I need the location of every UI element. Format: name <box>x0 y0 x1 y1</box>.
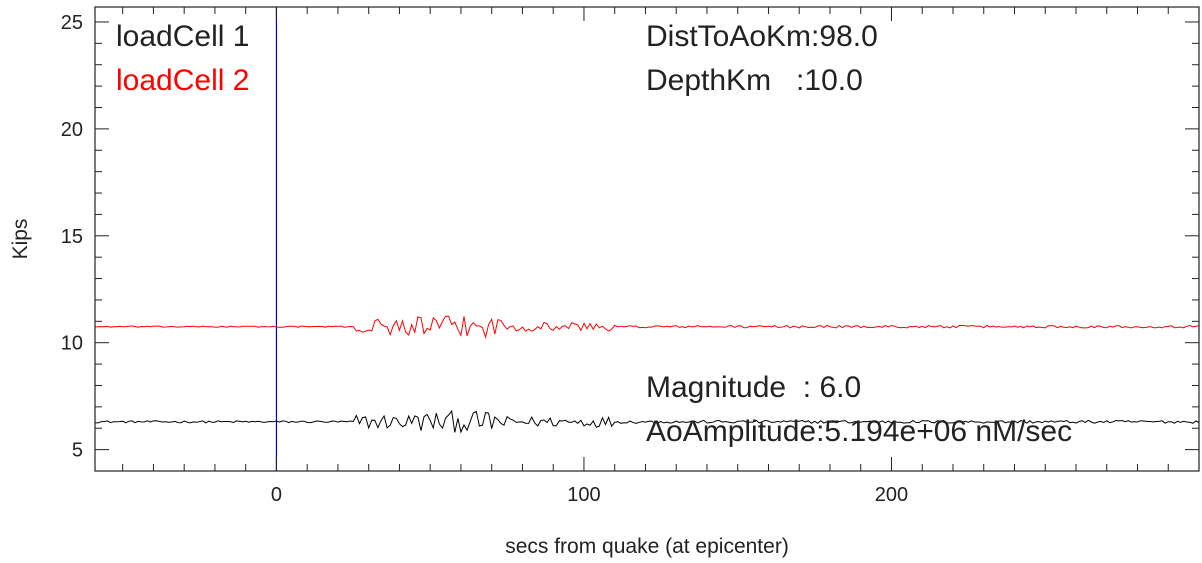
y-tick-label: 20 <box>61 119 83 141</box>
legend-loadcell-1: loadCell 1 <box>116 20 249 53</box>
x-tick-label: 200 <box>875 484 908 506</box>
annotation-magnitude: Magnitude : 6.0 <box>646 371 861 404</box>
x-tick-label: 0 <box>271 484 282 506</box>
traces <box>94 315 1200 434</box>
trace-loadcell-2 <box>94 315 1200 340</box>
trace-loadcell-1 <box>94 409 1200 434</box>
y-axis-label: Kips <box>9 219 32 260</box>
x-tick-label: 100 <box>567 484 600 506</box>
annotation-depth: DepthKm :10.0 <box>646 64 863 97</box>
plot-frame <box>94 6 1200 472</box>
axis-ticks <box>95 7 1200 471</box>
y-tick-label: 25 <box>61 12 83 34</box>
y-tick-label: 5 <box>72 440 83 462</box>
x-axis-label: secs from quake (at epicenter) <box>505 535 789 558</box>
annotation-amplitude: AoAmplitude:5.194e+06 nM/sec <box>646 415 1072 448</box>
legend-loadcell-2: loadCell 2 <box>116 64 249 97</box>
tick-labels: 0 100 200 5 10 15 20 25 <box>61 12 908 506</box>
annotation-distance: DistToAoKm:98.0 <box>646 20 878 53</box>
y-tick-label: 10 <box>61 333 83 355</box>
y-tick-label: 15 <box>61 226 83 248</box>
